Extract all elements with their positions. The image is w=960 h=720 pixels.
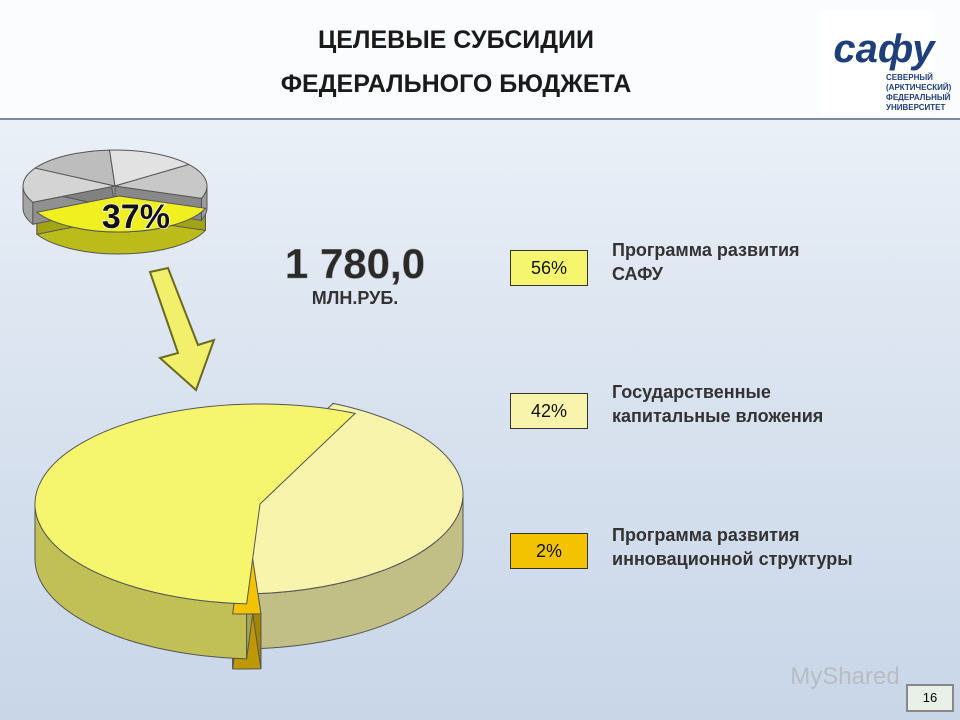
title-line: ФЕДЕРАЛЬНОГО БЮДЖЕТА [281,70,632,98]
pie-rest [22,167,116,203]
header-band [0,0,960,118]
total-unit: МЛН.РУБ. [312,288,399,308]
pie-slice [34,403,357,605]
watermark: MyShared [790,663,899,690]
title-line: ЦЕЛЕВЫЕ СУБСИДИИ [318,26,594,54]
arrow [148,266,216,392]
labels: 37% [101,197,171,237]
legend-label: Программа развития инновационной структу… [612,525,853,569]
logo-text: УНИВЕРСИТЕТ [886,103,946,112]
pie-rest [34,149,116,187]
legend-value: 42% [510,393,588,429]
legend-label: Программа развития САФУ [612,240,800,284]
legend-value: 56% [510,250,588,286]
legend-value: 2% [510,533,588,569]
total-label: 1 780,0 [285,240,425,287]
tops [22,149,464,615]
legend-label: Государственные капитальные вложения [612,382,824,426]
pie-rest [108,149,191,187]
page-number: 16 [906,684,954,712]
logo-text: ФЕДЕРАЛЬНЫЙ [886,93,951,102]
slice-label: 37% [102,198,170,236]
logo-text: (АРКТИЧЕСКИЙ) [886,83,952,92]
logo-name: сафу [833,27,936,71]
pie-rest [114,163,208,199]
logo-bg [820,10,932,116]
logo-text: СЕВЕРНЫЙ [886,73,933,82]
pie-slice [35,195,207,233]
